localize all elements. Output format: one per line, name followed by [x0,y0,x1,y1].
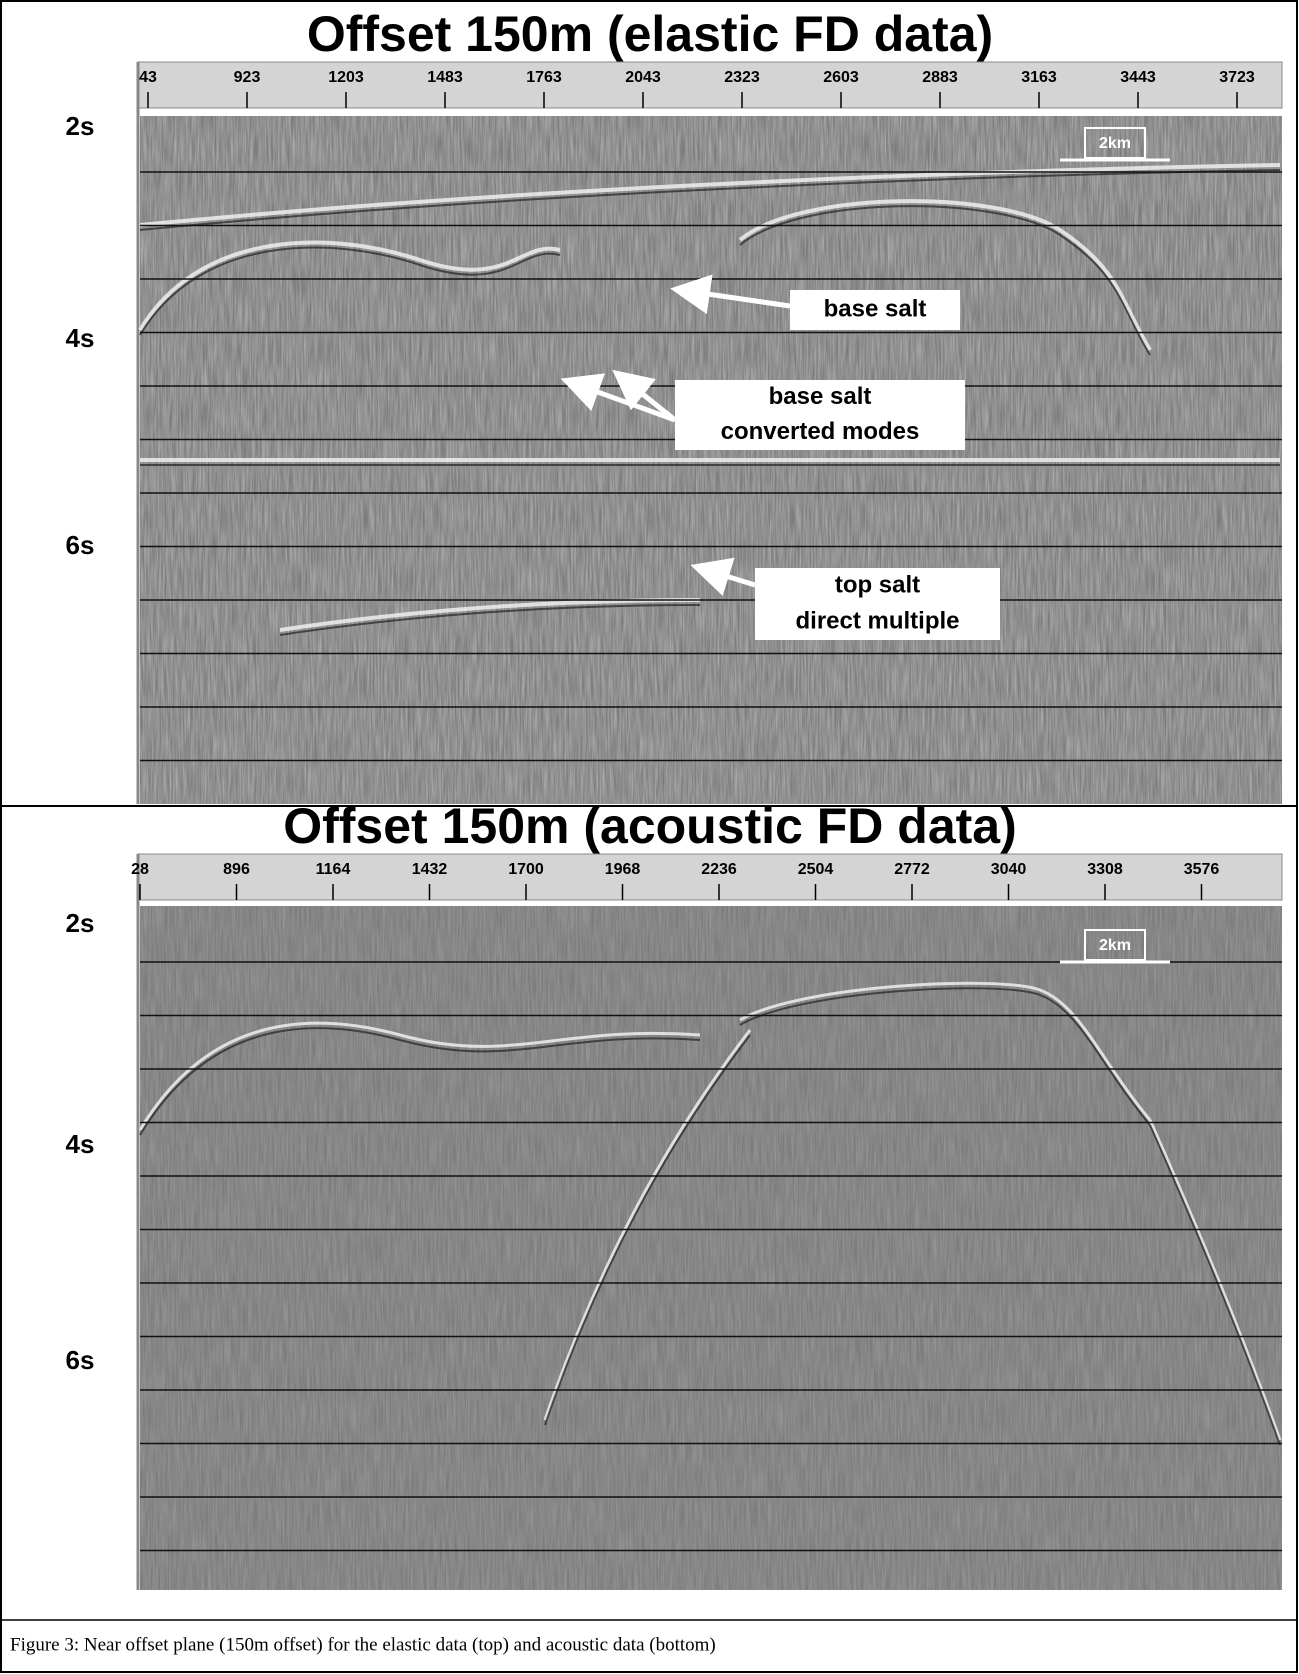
x-tick-label: 3308 [1087,861,1123,878]
scale-label: 2km [1099,135,1131,152]
reflector-dark [139,169,1281,231]
reflector-light [138,1021,701,1131]
x-tick-label: 3723 [1219,69,1255,86]
reflector-dark [279,604,701,636]
x-tick-label: 43 [139,69,157,86]
x-tick-label: 923 [234,69,261,86]
x-tick-label: 1164 [316,861,351,878]
annotation-text: base salt [824,295,927,322]
annotation-text: direct multiple [795,607,959,634]
x-tick-label: 1432 [412,861,448,878]
x-tick-label: 3576 [1184,861,1220,878]
x-tick-label: 2772 [894,861,930,878]
reflector-dark [544,1034,751,1426]
reflector-dark [1149,1124,1281,1446]
x-tick-label: 2236 [701,861,737,878]
panel-title: Offset 150m (acoustic FD data) [283,798,1017,854]
x-tick-label: 2603 [823,69,859,86]
reflector-light [1148,1119,1282,1441]
reflector-light [138,240,561,332]
annotation-arrow [690,557,756,596]
x-tick-label: 2043 [625,69,661,86]
reflector-light [738,199,1152,352]
annotation-arrow [670,274,791,315]
reflector-dark [739,987,1151,1126]
x-tick-label: 2323 [724,69,760,86]
annotation-arrow [612,369,677,422]
reflector-light [139,163,1281,227]
x-tick-label: 1700 [508,861,544,878]
reflector-light [739,981,1152,1121]
time-label: 6s [66,1345,95,1375]
ruler [137,61,1283,109]
scale-box [1084,127,1146,159]
x-tick-label: 3443 [1120,69,1156,86]
time-label: 2s [66,908,95,938]
annotation-text: base salt [769,383,872,410]
annotation-box [675,380,965,450]
time-label: 4s [66,323,95,353]
annotation-text: top salt [835,571,920,598]
scale-box [1084,929,1146,961]
reflector-dark [139,1027,701,1136]
x-tick-label: 2504 [798,861,834,878]
time-label: 4s [66,1129,95,1159]
x-tick-label: 1763 [526,69,562,86]
time-label: 2s [66,111,95,141]
panel-title: Offset 150m (elastic FD data) [307,6,993,62]
x-tick-label: 1483 [427,69,463,86]
reflector-light [543,1029,752,1421]
annotation-box [790,290,960,330]
time-label: 6s [66,530,95,560]
caption: Figure 3: Near offset plane (150m offset… [10,1634,716,1655]
seismic-noise [140,906,1282,1590]
annotation-text: converted modes [721,418,920,445]
annotation-box [755,568,1000,640]
x-tick-label: 28 [131,861,149,878]
reflector-dark [739,205,1151,356]
x-tick-label: 1203 [328,69,364,86]
scale-label: 2km [1099,937,1131,954]
reflector-dark [139,246,561,336]
x-tick-label: 3163 [1021,69,1057,86]
ruler [137,853,1283,901]
x-tick-label: 1968 [605,861,641,878]
x-tick-label: 3040 [991,861,1027,878]
x-tick-label: 2883 [922,69,958,86]
x-tick-label: 896 [223,861,250,878]
